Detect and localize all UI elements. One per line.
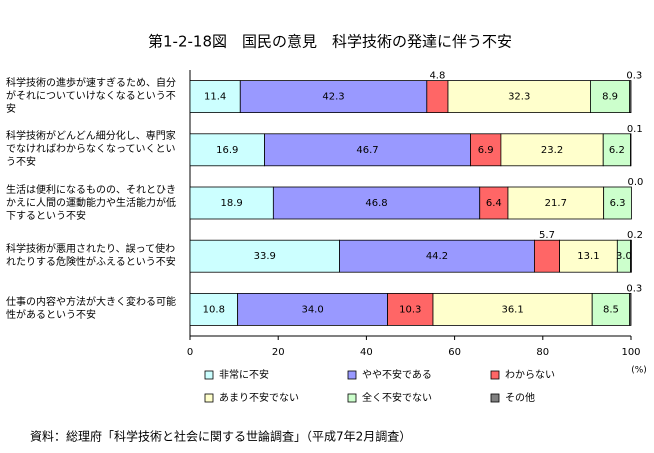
x-tick-label: 40 bbox=[360, 347, 373, 358]
value-label: 0.1 bbox=[627, 124, 643, 135]
bar-segment bbox=[189, 292, 239, 326]
legend-label: 全く不安でない bbox=[362, 391, 432, 404]
value-label: 23.2 bbox=[541, 145, 563, 156]
value-label: 44.2 bbox=[426, 251, 448, 262]
category-label: 仕事の内容や方法が大きく変わる可能性があるという不安 bbox=[6, 297, 176, 322]
legend-label: わからない bbox=[505, 369, 555, 381]
value-label: 4.8 bbox=[429, 71, 445, 82]
x-tick-label: 80 bbox=[536, 347, 549, 358]
legend-swatch bbox=[204, 393, 214, 403]
legend-label: あまり不安でない bbox=[219, 391, 299, 404]
legend-label: やや不安である bbox=[362, 368, 432, 381]
value-label: 0.0 bbox=[627, 177, 643, 188]
value-label: 18.9 bbox=[221, 198, 243, 209]
x-tick-label: 0 bbox=[187, 347, 193, 358]
value-label: 13.1 bbox=[577, 251, 599, 262]
chart-title: 第1-2-18図 国民の意見 科学技術の発達に伴う不安 bbox=[148, 33, 512, 51]
x-tick-label: 60 bbox=[448, 347, 461, 358]
value-label: 46.8 bbox=[365, 198, 387, 209]
bar-segment bbox=[603, 186, 632, 220]
value-label: 32.3 bbox=[508, 92, 530, 103]
bar-segment bbox=[591, 292, 631, 326]
value-label: 42.3 bbox=[322, 92, 344, 103]
bar-segment bbox=[189, 239, 340, 273]
value-label: 0.3 bbox=[626, 71, 642, 82]
category-label: 科学技術が悪用されたり、誤って使われたりする危険性がふえるという不安 bbox=[6, 244, 176, 269]
value-label: 21.7 bbox=[545, 198, 567, 209]
x-tick-label: 100 bbox=[621, 347, 640, 358]
x-tick-label: 20 bbox=[272, 347, 285, 358]
legend-swatch bbox=[490, 370, 500, 380]
bar-segment bbox=[559, 239, 618, 273]
value-label: 6.2 bbox=[609, 145, 625, 156]
value-label: 16.9 bbox=[216, 145, 238, 156]
value-label: 11.4 bbox=[204, 92, 226, 103]
legend-label: その他 bbox=[505, 391, 535, 404]
value-label: 10.3 bbox=[399, 304, 421, 315]
value-label: 3.0 bbox=[616, 251, 632, 262]
value-label: 33.9 bbox=[254, 251, 276, 262]
bar-segment bbox=[602, 133, 631, 167]
bar-segment bbox=[500, 133, 604, 167]
bar-segment bbox=[507, 186, 605, 220]
value-label: 0.2 bbox=[627, 230, 643, 241]
legend-swatch bbox=[347, 370, 357, 380]
value-label: 0.3 bbox=[626, 283, 642, 294]
value-label: 6.9 bbox=[478, 145, 494, 156]
bar-segment bbox=[272, 186, 481, 220]
bar-segment bbox=[264, 133, 471, 167]
value-label: 8.5 bbox=[603, 304, 619, 315]
category-label: 科学技術の進歩が速すぎるため、自分がそれについていけなくなるという不安 bbox=[6, 78, 176, 116]
value-label: 34.0 bbox=[301, 304, 323, 315]
legend-swatch bbox=[204, 370, 214, 380]
legend-swatch bbox=[347, 393, 357, 403]
legend-label: 非常に不安 bbox=[219, 368, 269, 381]
bar-segment bbox=[189, 80, 241, 113]
value-label: 10.8 bbox=[203, 304, 225, 315]
category-label: 科学技術がどんどん細分化し、専門家でなければわからなくなっていくという不安 bbox=[6, 131, 176, 169]
category-label: 生活は便利になるものの、それとひきかえに人間の運動能力や生活能力が低下するという… bbox=[6, 184, 176, 222]
bar-segment bbox=[237, 292, 388, 326]
bar-segment bbox=[387, 292, 434, 326]
bar-segment bbox=[426, 80, 449, 113]
bar-segment bbox=[470, 133, 502, 167]
bar-segment bbox=[479, 186, 509, 220]
value-label: 6.3 bbox=[610, 198, 626, 209]
legend-swatch bbox=[490, 393, 500, 403]
value-label: 5.7 bbox=[539, 230, 555, 241]
value-label: 46.7 bbox=[356, 145, 378, 156]
value-label: 8.9 bbox=[602, 92, 618, 103]
value-label: 36.1 bbox=[501, 304, 523, 315]
bar-segment bbox=[534, 239, 560, 273]
bar-segment bbox=[629, 292, 632, 326]
bar-segment bbox=[432, 292, 593, 326]
bar-segment bbox=[630, 239, 632, 273]
source-note: 資料：総理府「科学技術と社会に関する世論調査」（平成7年2月調査） bbox=[30, 429, 411, 444]
value-label: 6.4 bbox=[486, 198, 502, 209]
x-unit: (%) bbox=[631, 366, 647, 376]
bar-segment bbox=[339, 239, 535, 273]
bar-segment bbox=[629, 80, 632, 113]
bar-segment bbox=[239, 80, 428, 113]
